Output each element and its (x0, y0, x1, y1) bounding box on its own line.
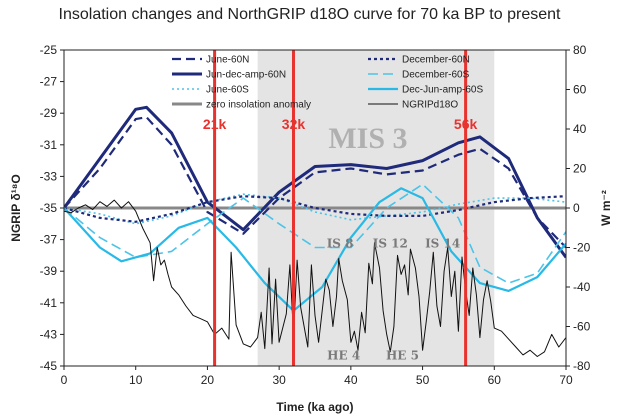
x-tick-label: 0 (61, 373, 68, 387)
series-line-december-60n (64, 195, 566, 223)
series-line-june-60s (64, 193, 566, 225)
event-label-56k: 56k (454, 116, 478, 132)
y-right-tick-label: 40 (573, 122, 587, 136)
y-left-tick-label: -25 (40, 43, 58, 57)
y-left-tick-label: -29 (40, 106, 58, 120)
legend-label-dec-jun-amp-60s: Dec-Jun-amp-60S (402, 85, 483, 96)
y-left-tick-label: -31 (40, 138, 58, 152)
y-right-tick-label: -80 (573, 359, 591, 373)
annotation-is-12: IS 12 (373, 237, 408, 251)
x-tick-label: 50 (416, 373, 430, 387)
x-tick-label: 60 (488, 373, 502, 387)
x-tick-label: 70 (559, 373, 573, 387)
x-tick-label: 10 (129, 373, 143, 387)
y-right-tick-label: -60 (573, 320, 591, 334)
y-axis-label-right: W m⁻² (599, 190, 613, 226)
y-right-tick-label: 80 (573, 43, 587, 57)
y-left-tick-label: -27 (40, 75, 58, 89)
y-left-tick-label: -35 (40, 201, 58, 215)
chart-title: Insolation changes and NorthGRIP d18O cu… (58, 6, 561, 23)
series-line-dec-jun-amp-60s (64, 187, 566, 312)
x-tick-label: 20 (201, 373, 215, 387)
y-left-tick-label: -41 (40, 296, 58, 310)
series-line-december-60s (64, 183, 566, 284)
x-tick-label: 40 (344, 373, 358, 387)
annotation-is-8: IS 8 (327, 237, 354, 251)
event-label-32k: 32k (282, 116, 306, 132)
legend-label-ngripd18o: NGRIPd18O (402, 100, 458, 111)
legend-label-june-60s: June-60S (206, 85, 249, 96)
legend-label-june-60n: June-60N (206, 55, 249, 66)
x-axis-label: Time (ka ago) (276, 400, 353, 414)
y-right-tick-label: 0 (573, 201, 580, 215)
mis-3-label: MIS 3 (328, 122, 407, 155)
annotation-he-5: HE 5 (386, 349, 419, 363)
legend-label-jun-dec-amp-60n: Jun-dec-amp-60N (206, 70, 286, 81)
y-left-tick-label: -33 (40, 169, 58, 183)
y-left-tick-label: -39 (40, 264, 58, 278)
y-left-tick-label: -37 (40, 233, 58, 247)
y-right-tick-label: -40 (573, 280, 591, 294)
y-left-tick-label: -45 (40, 359, 58, 373)
y-right-tick-label: 60 (573, 83, 587, 97)
series-line-ngripd18o (64, 199, 566, 357)
x-tick-label: 30 (272, 373, 286, 387)
y-right-tick-label: -20 (573, 241, 591, 255)
event-label-21k: 21k (203, 116, 227, 132)
y-left-tick-label: -43 (40, 327, 58, 341)
annotation-he-4: HE 4 (327, 349, 360, 363)
legend-label-december-60n: December-60N (402, 55, 470, 66)
annotation-is-14: IS 14 (425, 237, 460, 251)
legend-label-zero-insolation-anomaly: zero insolation anomaly (206, 100, 311, 111)
legend-label-december-60s: December-60S (402, 70, 470, 81)
series-line-jun-dec-amp-60n (64, 105, 566, 259)
y-right-tick-label: 20 (573, 162, 587, 176)
y-axis-label-left: NGRIP δ¹⁸O (9, 174, 23, 241)
